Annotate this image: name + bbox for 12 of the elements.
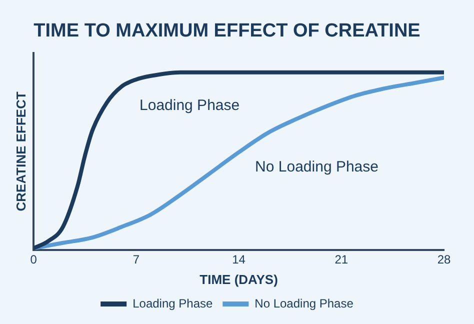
annotation: Loading Phase xyxy=(140,97,240,114)
x-tick-label: 7 xyxy=(132,252,140,267)
x-tick-label: 0 xyxy=(30,252,38,267)
annotation: No Loading Phase xyxy=(255,158,378,176)
x-tick-label: 14 xyxy=(232,252,246,267)
legend-label: Loading Phase xyxy=(132,296,213,310)
legend-label: No Loading Phase xyxy=(254,296,354,310)
x-tick-label: 28 xyxy=(437,252,451,267)
chart-title: TIME TO MAXIMUM EFFECT OF CREATINE xyxy=(34,20,420,42)
x-axis-title: TIME (DAYS) xyxy=(200,272,278,287)
x-tick-label: 21 xyxy=(334,252,348,267)
y-axis-title: CREATINE EFFECT xyxy=(13,92,28,212)
